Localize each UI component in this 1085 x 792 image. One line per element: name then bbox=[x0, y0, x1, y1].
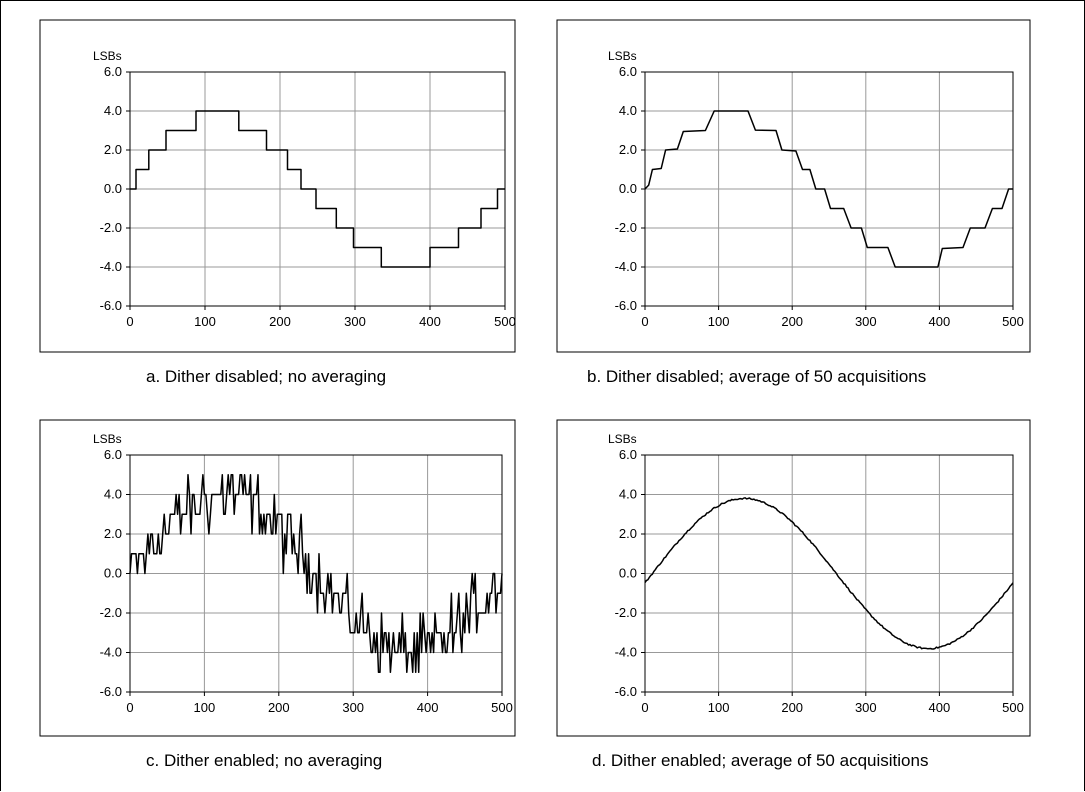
chart-b-ytick-label: 0.0 bbox=[619, 181, 637, 196]
chart-d-xtick-label: 0 bbox=[641, 700, 648, 715]
chart-d-ytick-label: 4.0 bbox=[619, 487, 637, 502]
chart-d-xtick-label: 300 bbox=[855, 700, 877, 715]
chart-b-ytick-label: -2.0 bbox=[615, 220, 637, 235]
chart-a-ytick-label: 6.0 bbox=[104, 64, 122, 79]
caption-chart-b: b. Dither disabled; average of 50 acquis… bbox=[587, 367, 927, 386]
caption-chart-c: c. Dither enabled; no averaging bbox=[146, 751, 383, 770]
chart-d-ytick-label: -4.0 bbox=[615, 645, 637, 660]
chart-c-ylabel: LSBs bbox=[93, 432, 122, 446]
chart-c-ytick-label: 0.0 bbox=[104, 566, 122, 581]
chart-c-xtick-label: 100 bbox=[194, 700, 216, 715]
chart-c-ytick-label: -2.0 bbox=[100, 605, 122, 620]
chart-d-series-line bbox=[644, 497, 1014, 650]
chart-a-xtick-label: 300 bbox=[344, 314, 366, 329]
chart-d-xtick-label: 500 bbox=[1002, 700, 1024, 715]
chart-a-xtick-label: 400 bbox=[419, 314, 441, 329]
chart-a-ytick-label: 4.0 bbox=[104, 103, 122, 118]
chart-c-ytick-label: 4.0 bbox=[104, 487, 122, 502]
chart-b-panel bbox=[556, 19, 1031, 353]
chart-d-panel bbox=[556, 419, 1031, 737]
chart-b-xtick-label: 0 bbox=[641, 314, 648, 329]
chart-a-xtick-label: 100 bbox=[194, 314, 216, 329]
chart-a-xtick-label: 500 bbox=[494, 314, 516, 329]
chart-a-ytick-label: -6.0 bbox=[100, 298, 122, 313]
chart-b-ytick-label: -4.0 bbox=[615, 259, 637, 274]
chart-c-ytick-label: -4.0 bbox=[100, 645, 122, 660]
chart-c-xtick-label: 0 bbox=[126, 700, 133, 715]
caption-chart-d: d. Dither enabled; average of 50 acquisi… bbox=[592, 751, 929, 770]
chart-b-xtick-label: 500 bbox=[1002, 314, 1024, 329]
chart-d-xtick-label: 100 bbox=[708, 700, 730, 715]
chart-c-panel bbox=[39, 419, 516, 737]
chart-d-xtick-label: 200 bbox=[781, 700, 803, 715]
chart-a-ylabel: LSBs bbox=[93, 49, 122, 63]
chart-c-xtick-label: 500 bbox=[491, 700, 513, 715]
chart-d-ytick-label: 6.0 bbox=[619, 447, 637, 462]
chart-c-ytick-label: -6.0 bbox=[100, 684, 122, 699]
chart-d-ytick-label: 2.0 bbox=[619, 526, 637, 541]
chart-b-ytick-label: 6.0 bbox=[619, 64, 637, 79]
chart-c-series-line bbox=[129, 474, 503, 674]
chart-c-xtick-label: 200 bbox=[268, 700, 290, 715]
caption-chart-a: a. Dither disabled; no averaging bbox=[146, 367, 387, 386]
chart-b-ylabel: LSBs bbox=[608, 49, 637, 63]
chart-b-xtick-label: 200 bbox=[781, 314, 803, 329]
chart-b-ytick-label: 2.0 bbox=[619, 142, 637, 157]
chart-b-series-line bbox=[644, 110, 1013, 268]
chart-a-ytick-label: 2.0 bbox=[104, 142, 122, 157]
chart-a-series-line bbox=[130, 110, 505, 268]
chart-d-ytick-label: -6.0 bbox=[615, 684, 637, 699]
chart-c-ytick-label: 2.0 bbox=[104, 526, 122, 541]
chart-d-ylabel: LSBs bbox=[608, 432, 637, 446]
chart-d-ytick-label: -2.0 bbox=[615, 605, 637, 620]
chart-c-xtick-label: 400 bbox=[417, 700, 439, 715]
chart-d-ytick-label: 0.0 bbox=[619, 566, 637, 581]
chart-a-ytick-label: -4.0 bbox=[100, 259, 122, 274]
chart-b-xtick-label: 300 bbox=[855, 314, 877, 329]
chart-c-xtick-label: 300 bbox=[342, 700, 364, 715]
chart-c-ytick-label: 6.0 bbox=[104, 447, 122, 462]
chart-a-ytick-label: 0.0 bbox=[104, 181, 122, 196]
chart-a-ytick-label: -2.0 bbox=[100, 220, 122, 235]
chart-a-panel bbox=[39, 19, 516, 353]
chart-b-ytick-label: 4.0 bbox=[619, 103, 637, 118]
chart-b-ytick-label: -6.0 bbox=[615, 298, 637, 313]
chart-a-xtick-label: 200 bbox=[269, 314, 291, 329]
chart-a-xtick-label: 0 bbox=[126, 314, 133, 329]
chart-d-xtick-label: 400 bbox=[929, 700, 951, 715]
chart-b-xtick-label: 100 bbox=[708, 314, 730, 329]
chart-b-xtick-label: 400 bbox=[929, 314, 951, 329]
